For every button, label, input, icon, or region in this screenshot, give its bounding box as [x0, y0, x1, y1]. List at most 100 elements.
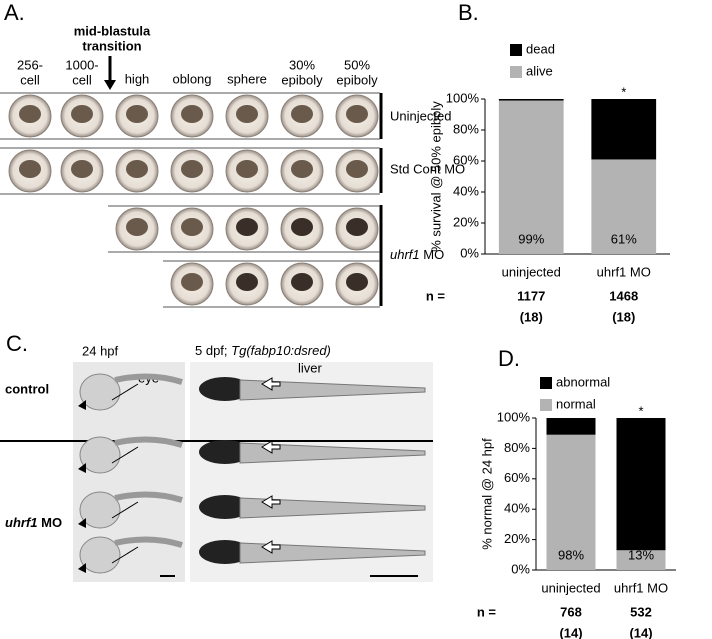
embryo-cell — [71, 160, 93, 178]
stage-label: epiboly — [336, 72, 378, 87]
legend-swatch — [510, 66, 522, 78]
bar-label: 98% — [558, 547, 584, 562]
x-tick-label: uhrf1 MO — [597, 264, 651, 279]
bar-segment — [591, 159, 657, 254]
liver-arrow — [261, 495, 281, 509]
embryo-tail — [114, 436, 183, 448]
y-tick-label: 80% — [453, 121, 479, 136]
embryo-head — [79, 436, 121, 474]
embryo-cell — [346, 105, 368, 123]
embryo-cell — [181, 273, 203, 291]
legend-label: alive — [526, 63, 553, 78]
n-value: 1177 — [517, 288, 545, 303]
liver-arrow — [261, 440, 281, 454]
mo: MO — [423, 247, 444, 262]
embryo-cell — [346, 218, 368, 236]
liver-arrow — [261, 540, 281, 554]
larva-body — [239, 542, 426, 564]
stage-label: 1000- — [65, 57, 98, 72]
embryo-cell — [291, 273, 313, 291]
embryo-cell — [236, 218, 258, 236]
header: 5 dpf; Tg(fabp10:dsred) — [195, 343, 331, 358]
stage-label: cell — [72, 72, 92, 87]
eye-arrow — [111, 383, 139, 401]
arrowhead — [78, 463, 86, 473]
stage-label: sphere — [227, 71, 267, 86]
gene: uhrf1 — [5, 515, 38, 530]
significance-marker: * — [638, 403, 643, 418]
bar-segment — [498, 100, 564, 254]
group-label: control — [5, 381, 49, 396]
y-tick-label: 60% — [504, 470, 530, 485]
liver-label: liver — [298, 360, 323, 375]
row-label: Uninjected — [390, 108, 451, 123]
embryo-cell — [181, 105, 203, 123]
n-label: n = — [477, 604, 497, 619]
group-label: uhrf1 MO — [5, 515, 62, 530]
y-tick-label: 60% — [453, 152, 479, 167]
stage-label: cell — [20, 72, 40, 87]
legend-swatch — [540, 399, 552, 411]
y-tick-label: 20% — [453, 214, 479, 229]
embryo-cell — [346, 273, 368, 291]
stage-label: epiboly — [281, 72, 323, 87]
y-tick-label: 0% — [460, 245, 479, 260]
embryo-cell — [126, 160, 148, 178]
arrowhead — [78, 400, 86, 410]
eye-arrow — [111, 446, 139, 464]
n-value: 768 — [560, 604, 582, 619]
significance-marker: * — [621, 84, 626, 99]
stage-label: high — [125, 71, 150, 86]
y-tick-label: 100% — [446, 90, 480, 105]
larva-head — [199, 540, 251, 564]
larva-body — [239, 379, 426, 401]
larva-head — [199, 440, 251, 464]
bar-segment — [546, 434, 596, 570]
legend-swatch — [540, 377, 552, 389]
row-label: uhrf1 MO — [390, 247, 444, 262]
embryo-cell — [126, 218, 148, 236]
stage-label: 50% — [344, 57, 370, 72]
y-axis-label: % normal @ 24 hpf — [479, 438, 494, 550]
embryo-cell — [236, 273, 258, 291]
header-prefix: 5 dpf; — [195, 343, 228, 358]
embryo-head — [79, 536, 121, 574]
embryo-cell — [291, 105, 313, 123]
panel-label: C. — [6, 331, 28, 356]
n-label: n = — [426, 288, 446, 303]
larva-head — [199, 377, 251, 401]
eye-arrow — [111, 501, 139, 519]
mbt-arrow-head — [104, 80, 116, 90]
stage-label: oblong — [172, 71, 211, 86]
stage-label: 256- — [17, 57, 43, 72]
n-value: 532 — [630, 604, 652, 619]
embryo-cell — [19, 160, 41, 178]
header: 24 hpf — [82, 343, 119, 358]
n-value: 1468 — [609, 288, 638, 303]
embryo-cell — [236, 105, 258, 123]
mo: MO — [41, 515, 62, 530]
x-tick-label: uninjected — [502, 264, 561, 279]
larva-body — [239, 497, 426, 519]
embryo-head — [79, 373, 121, 411]
x-tick-label: uninjected — [541, 580, 600, 595]
bar-label: 61% — [611, 231, 637, 246]
embryo-tail — [114, 491, 183, 503]
y-axis-label: % survival @ 50% epiboly — [428, 101, 443, 252]
embryo-tail — [114, 536, 183, 548]
y-tick-label: 40% — [453, 183, 479, 198]
embryo-cell — [236, 160, 258, 178]
y-tick-label: 20% — [504, 531, 530, 546]
bar-segment — [546, 418, 596, 435]
embryo-cell — [71, 105, 93, 123]
mbt-label: mid-blastula — [74, 23, 151, 38]
bar-segment — [498, 99, 564, 101]
legend-label: normal — [556, 396, 596, 411]
experiments: (14) — [629, 625, 652, 639]
embryo-cell — [19, 105, 41, 123]
embryo-cell — [181, 160, 203, 178]
legend-label: abnormal — [556, 374, 610, 389]
bar-segment — [616, 418, 666, 551]
eye-arrow — [111, 546, 139, 564]
